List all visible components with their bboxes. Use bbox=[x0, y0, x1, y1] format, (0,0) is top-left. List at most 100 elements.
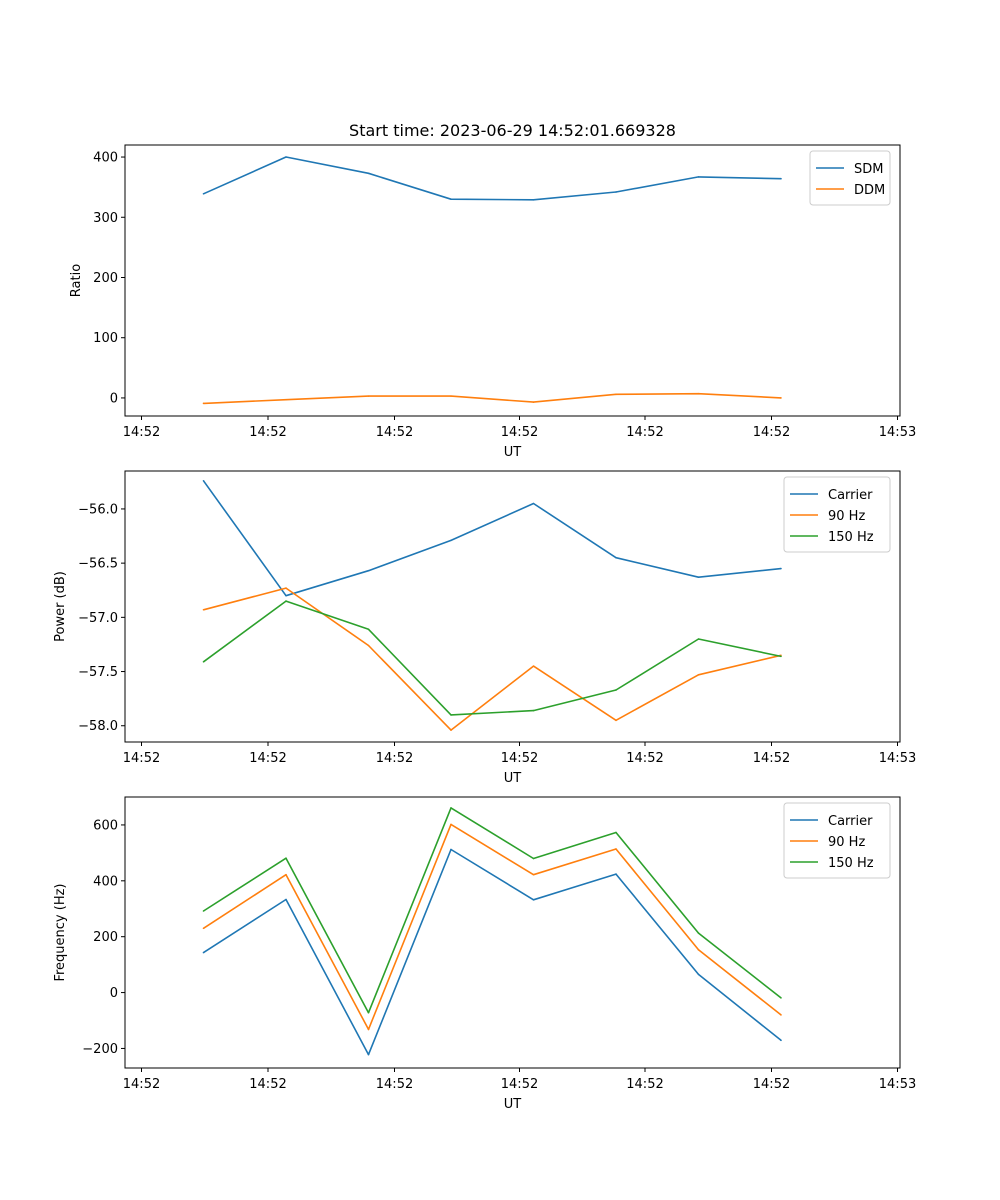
data-point bbox=[202, 927, 205, 930]
x-tick-label: 14:52 bbox=[123, 751, 160, 766]
y-tick-label: 600 bbox=[93, 818, 118, 833]
data-point bbox=[202, 402, 205, 405]
data-point bbox=[450, 198, 452, 200]
series-line-carrier bbox=[203, 848, 782, 1056]
panel-1: 14:52 14:52 14:52 14:52 14:52 14:52 14:53 0 100 2… bbox=[69, 144, 916, 460]
data-point bbox=[202, 660, 205, 663]
data-point bbox=[367, 644, 370, 647]
data-point bbox=[202, 192, 205, 195]
data-point bbox=[532, 899, 535, 901]
data-point bbox=[697, 932, 700, 934]
data-point bbox=[532, 857, 535, 860]
data-point bbox=[367, 1053, 370, 1056]
plot-frame bbox=[124, 470, 901, 743]
data-point bbox=[285, 898, 287, 901]
plot-frame bbox=[124, 796, 901, 1069]
y-tick-label: 200 bbox=[93, 930, 118, 945]
series-line-150-hz bbox=[203, 600, 782, 716]
y-tick-label: 400 bbox=[93, 874, 118, 889]
data-point bbox=[780, 1014, 782, 1016]
data-point bbox=[202, 951, 205, 954]
y-tick-label: 300 bbox=[93, 211, 118, 226]
data-point bbox=[697, 638, 700, 640]
data-point bbox=[367, 395, 370, 397]
legend-label: 150 Hz bbox=[828, 530, 874, 545]
data-point bbox=[450, 729, 452, 731]
series-line-sdm bbox=[203, 156, 782, 201]
y-tick-label: 0 bbox=[110, 986, 118, 1001]
y-tick-label: 0 bbox=[110, 391, 118, 406]
x-tick-label: 14:52 bbox=[249, 1077, 286, 1092]
legend-label: Carrier bbox=[828, 814, 873, 829]
legend-label: DDM bbox=[854, 183, 885, 198]
data-point bbox=[780, 1039, 782, 1042]
x-tick-label: 14:52 bbox=[123, 425, 160, 440]
data-point bbox=[285, 156, 287, 158]
data-point bbox=[285, 600, 287, 602]
x-tick-label: 14:52 bbox=[123, 1077, 160, 1092]
y-tick-label: −56.5 bbox=[78, 557, 118, 572]
y-tick-label: 400 bbox=[93, 151, 118, 166]
y-tick-label: −200 bbox=[82, 1042, 118, 1057]
data-point bbox=[367, 628, 370, 631]
data-point bbox=[532, 502, 535, 505]
data-point bbox=[202, 910, 205, 912]
data-point bbox=[532, 401, 535, 403]
x-axis-label: UT bbox=[504, 771, 522, 786]
data-point bbox=[615, 556, 617, 559]
legend-box bbox=[809, 150, 891, 206]
x-tick-label: 14:52 bbox=[501, 1077, 538, 1092]
data-point bbox=[615, 719, 617, 722]
data-point bbox=[697, 176, 700, 178]
x-tick-label: 14:52 bbox=[626, 751, 663, 766]
data-point bbox=[367, 1011, 370, 1014]
data-point bbox=[367, 569, 370, 572]
y-tick-label: −57.0 bbox=[78, 611, 118, 626]
data-point bbox=[697, 673, 700, 676]
x-tick-label: 14:52 bbox=[376, 1077, 413, 1092]
x-tick-label: 14:53 bbox=[879, 425, 916, 440]
x-tick-label: 14:52 bbox=[376, 425, 413, 440]
data-point bbox=[615, 873, 617, 875]
data-point bbox=[615, 689, 617, 691]
data-point bbox=[202, 608, 205, 611]
x-tick-label: 14:52 bbox=[626, 1077, 663, 1092]
data-point bbox=[615, 191, 617, 193]
figure-title: Start time: 2023-06-29 14:52:01.669328 bbox=[349, 121, 676, 140]
x-tick-label: 14:52 bbox=[753, 751, 790, 766]
x-tick-label: 14:52 bbox=[249, 751, 286, 766]
legend-label: 150 Hz bbox=[828, 856, 874, 871]
data-point bbox=[285, 873, 287, 876]
data-point bbox=[450, 539, 452, 542]
series-line-90-hz bbox=[203, 823, 782, 1031]
x-axis-label: UT bbox=[504, 445, 522, 460]
x-tick-label: 14:52 bbox=[249, 425, 286, 440]
y-axis-label: Frequency (Hz) bbox=[53, 883, 68, 981]
data-point bbox=[450, 714, 452, 716]
x-tick-label: 14:52 bbox=[753, 425, 790, 440]
data-point bbox=[285, 587, 287, 589]
plot-frame bbox=[124, 144, 901, 417]
y-tick-label: 200 bbox=[93, 271, 118, 286]
y-tick-label: −57.5 bbox=[78, 665, 118, 680]
data-point bbox=[615, 848, 617, 850]
data-point bbox=[450, 848, 452, 851]
y-axis-label: Power (dB) bbox=[53, 571, 68, 642]
data-point bbox=[615, 393, 617, 396]
data-point bbox=[780, 567, 782, 570]
x-tick-label: 14:52 bbox=[501, 425, 538, 440]
data-point bbox=[285, 857, 287, 859]
y-tick-label: 100 bbox=[93, 331, 118, 346]
data-point bbox=[697, 949, 700, 951]
data-point bbox=[780, 397, 782, 399]
data-point bbox=[202, 479, 205, 482]
legend-label: 90 Hz bbox=[828, 509, 865, 524]
data-point bbox=[450, 395, 452, 397]
data-point bbox=[697, 973, 700, 976]
data-point bbox=[532, 199, 535, 201]
legend-box bbox=[783, 476, 891, 553]
legend-label: SDM bbox=[854, 162, 883, 177]
series-line-ddm bbox=[203, 392, 782, 405]
data-point bbox=[367, 1028, 370, 1031]
